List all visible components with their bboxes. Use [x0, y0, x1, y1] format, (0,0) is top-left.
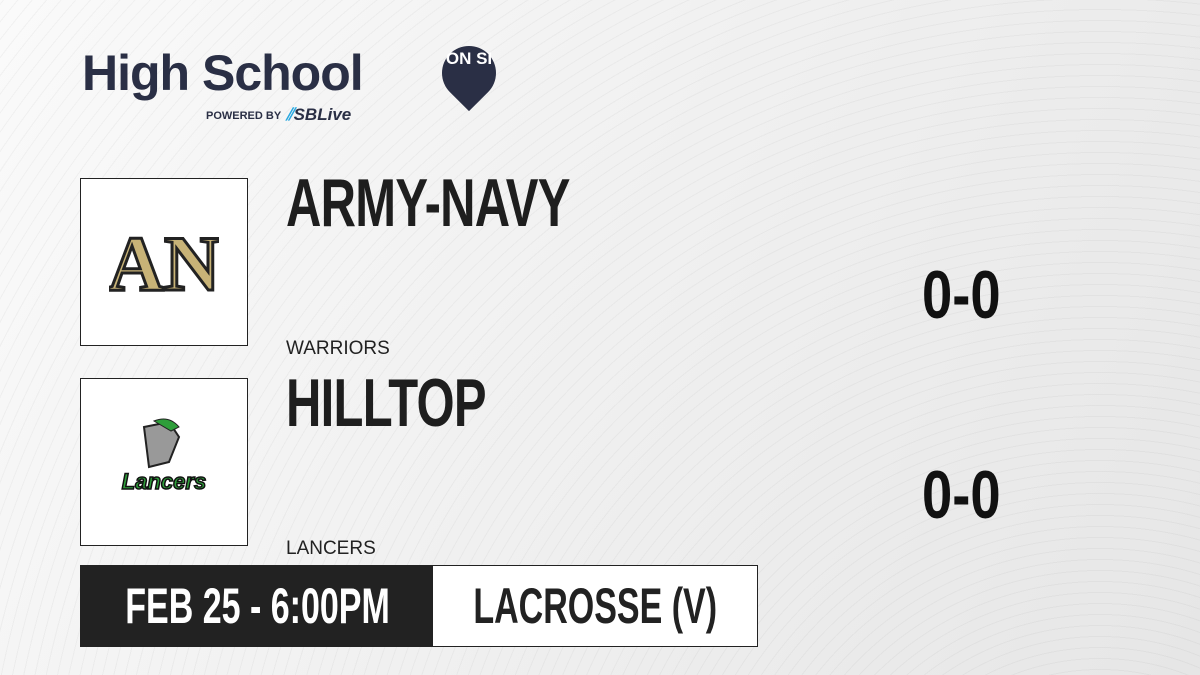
brand-title: High School — [82, 45, 364, 101]
army-navy-crest-icon: AN — [109, 222, 219, 302]
team-name: ARMY-NAVY — [286, 165, 570, 241]
partner-name: SBLive — [293, 105, 352, 124]
svg-text:AN: AN — [109, 222, 219, 302]
event-sport-box: LACROSSE (V) — [433, 566, 757, 646]
team-score: 0-0 — [922, 457, 1001, 533]
pin-label: ON SI — [445, 49, 493, 68]
team-mascot: WARRIORS — [286, 338, 390, 359]
team-name: HILLTOP — [286, 365, 487, 441]
team-logo-army-navy: AN — [80, 178, 248, 346]
team-score: 0-0 — [922, 257, 1001, 333]
event-datetime: FEB 25 - 6:00PM — [124, 578, 390, 634]
team-mascot: LANCERS — [286, 538, 376, 559]
event-datetime-box: FEB 25 - 6:00PM — [81, 566, 433, 646]
event-sport: LACROSSE (V) — [473, 578, 717, 634]
event-bar: FEB 25 - 6:00PM LACROSSE (V) — [80, 565, 758, 647]
team-logo-hilltop: Lancers — [80, 378, 248, 546]
powered-by-label: POWERED BY — [206, 110, 282, 122]
svg-text:Lancers: Lancers — [122, 469, 206, 494]
lancers-knight-icon: Lancers — [121, 418, 207, 495]
sblive-logo: ⫽SBLive — [286, 105, 352, 124]
